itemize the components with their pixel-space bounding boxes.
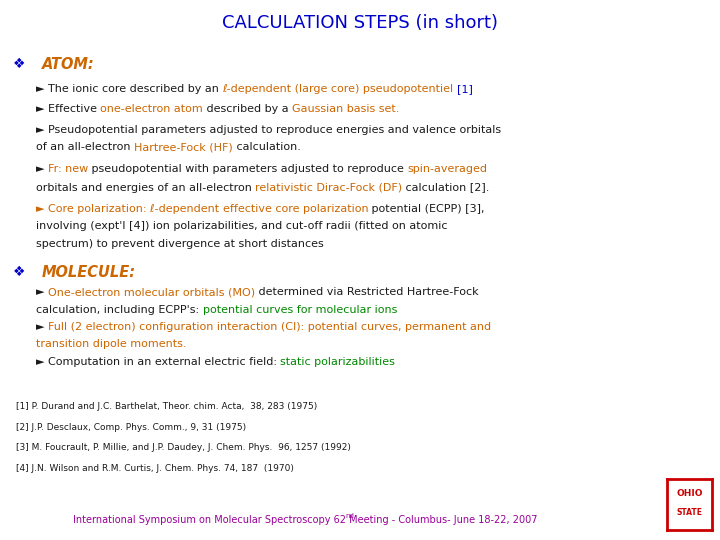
Text: Meeting - Columbus- June 18-22, 2007: Meeting - Columbus- June 18-22, 2007 [346,515,537,525]
Text: [1] P. Durand and J.C. Barthelat, Theor. chim. Acta,  38, 283 (1975): [1] P. Durand and J.C. Barthelat, Theor.… [16,402,317,411]
Text: ►: ► [36,322,48,332]
Text: ❖: ❖ [13,57,25,71]
Text: nd: nd [346,514,354,519]
Text: orbitals and energies of an all-electron: orbitals and energies of an all-electron [36,183,256,193]
Text: ►: ► [36,287,48,298]
Text: ►: ► [36,84,48,94]
Text: Core polarization: ℓ-dependent: Core polarization: ℓ-dependent [48,204,222,214]
Text: one-electron atom: one-electron atom [101,104,203,114]
Text: potential curves for molecular ions: potential curves for molecular ions [202,305,397,315]
Text: International Symposium on Molecular Spectroscopy 62: International Symposium on Molecular Spe… [73,515,346,525]
Text: effective core polarization: effective core polarization [222,204,368,214]
Text: calculation.: calculation. [233,142,301,152]
Text: ►: ► [36,357,48,368]
Text: ►: ► [36,125,48,135]
Text: described by a: described by a [203,104,292,114]
Text: ❖: ❖ [13,265,25,279]
Text: spin-averaged: spin-averaged [408,164,487,174]
Text: [3] M. Foucrault, P. Millie, and J.P. Daudey, J. Chem. Phys.  96, 1257 (1992): [3] M. Foucrault, P. Millie, and J.P. Da… [16,443,351,453]
Text: Computation in an external electric field:: Computation in an external electric fiel… [48,357,281,368]
Text: Pseudopotential parameters adjusted to reproduce energies and valence orbitals: Pseudopotential parameters adjusted to r… [48,125,501,135]
Text: of an all-electron: of an all-electron [36,142,134,152]
Text: potential (ECPP) [3],: potential (ECPP) [3], [368,204,485,214]
Text: Gaussian basis set.: Gaussian basis set. [292,104,400,114]
Text: relativistic Dirac-Fock (DF): relativistic Dirac-Fock (DF) [256,183,402,193]
Text: ►: ► [36,204,48,214]
Text: pseudopotential with parameters adjusted to reproduce: pseudopotential with parameters adjusted… [89,164,408,174]
Text: transition dipole moments.: transition dipole moments. [36,339,186,349]
Text: calculation [2].: calculation [2]. [402,183,490,193]
Text: ℓ-dependent (large core) pseudopotentiel: ℓ-dependent (large core) pseudopotentiel [222,84,457,94]
Text: [2] J.P. Desclaux, Comp. Phys. Comm., 9, 31 (1975): [2] J.P. Desclaux, Comp. Phys. Comm., 9,… [16,423,246,432]
Text: ATOM:: ATOM: [42,57,94,72]
Text: Effective: Effective [48,104,101,114]
Text: MOLECULE:: MOLECULE: [42,265,136,280]
Text: Hartree-Fock (HF): Hartree-Fock (HF) [134,142,233,152]
Text: [4] J.N. Wilson and R.M. Curtis, J. Chem. Phys. 74, 187  (1970): [4] J.N. Wilson and R.M. Curtis, J. Chem… [16,464,294,473]
Text: ►: ► [36,164,48,174]
Text: Full (2 electron) configuration interaction (CI): potential curves, permanent an: Full (2 electron) configuration interact… [48,322,491,332]
Text: ►: ► [36,104,48,114]
Text: involving (expt'l [4]) ion polarizabilities, and cut-off radii (fitted on atomic: involving (expt'l [4]) ion polarizabilit… [36,221,448,232]
Text: calculation, including ECPP's:: calculation, including ECPP's: [36,305,202,315]
Text: spectrum) to prevent divergence at short distances: spectrum) to prevent divergence at short… [36,239,324,249]
Text: static polarizabilities: static polarizabilities [281,357,395,368]
Text: Fr: new: Fr: new [48,164,89,174]
Text: The ionic core described by an: The ionic core described by an [48,84,222,94]
Text: One-electron molecular orbitals (MO): One-electron molecular orbitals (MO) [48,287,255,298]
Text: [1]: [1] [457,84,473,94]
Text: STATE: STATE [677,508,703,517]
Text: CALCULATION STEPS (in short): CALCULATION STEPS (in short) [222,14,498,31]
Text: OHIO: OHIO [677,489,703,498]
Text: determined via Restricted Hartree-Fock: determined via Restricted Hartree-Fock [255,287,479,298]
